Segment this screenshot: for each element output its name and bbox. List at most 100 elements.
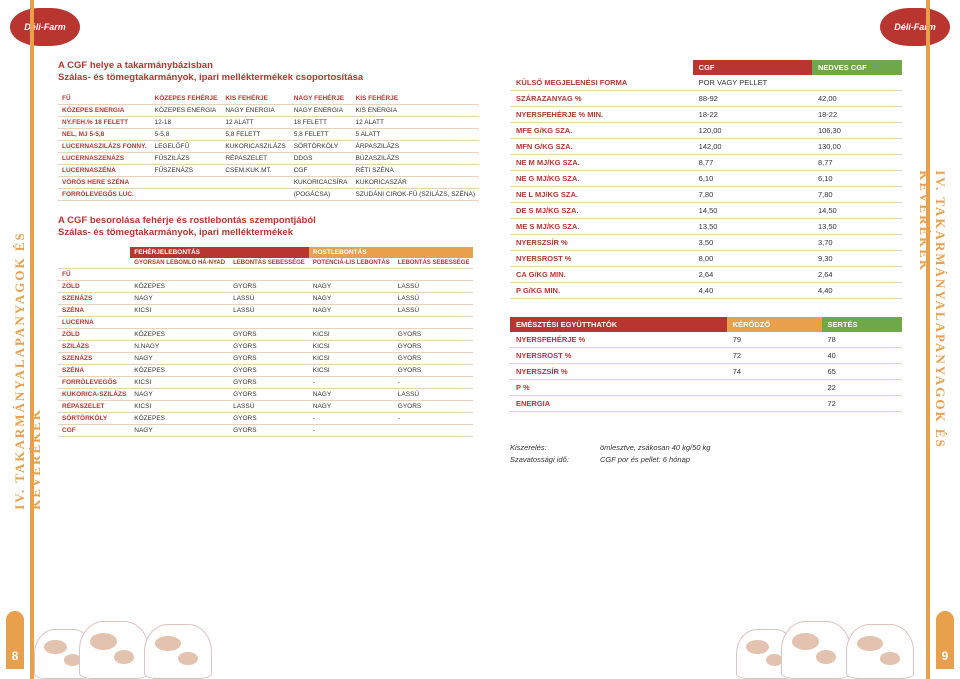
table-cell: P % [510, 380, 727, 396]
table-row: CGFNAGYGYORS- [58, 425, 473, 437]
table-cell: 14,50 [812, 203, 902, 219]
table-cell [394, 425, 474, 437]
table-cell: 8,77 [812, 155, 902, 171]
table-cell: KUKORICA-SZILÁZS [58, 389, 130, 401]
digest-table: EMÉSZTÉSI EGYÜTTHATÓK KÉRŐDZŐ SERTÉS NYE… [510, 317, 902, 412]
table-cell: ENERGIA [510, 396, 727, 412]
table-cell: ÁRPASZILÁZS [352, 140, 480, 152]
table-row: KUKORICA-SZILÁZSNAGYGYORSNAGYLASSÚ [58, 389, 473, 401]
table-cell: VÖRÖS HERE SZÉNA [58, 176, 151, 188]
table-header: POTENCIÁ-LIS LEBONTÁS [309, 258, 394, 269]
table-cell: NAGY [309, 389, 394, 401]
table-row: NYERSROST %7240 [510, 348, 902, 364]
table-cell: NAGY ENERGIA [290, 104, 352, 116]
table-cell: 5-5,8 [151, 128, 222, 140]
table-row: DE S MJ/KG SZA.14,5014,50 [510, 203, 902, 219]
table-row: SÖRTÖRKÖLYKÖZEPESGYORS-- [58, 413, 473, 425]
table-row: FŰ [58, 269, 473, 281]
table-cell: NYERSZSÍR % [510, 235, 693, 251]
table-header: GYORSAN LEBOMLÓ HÁ-NYAD [130, 258, 229, 269]
col-pig: SERTÉS [822, 317, 903, 332]
table-cell: 14,50 [693, 203, 812, 219]
table-cell: LUCERNA [58, 317, 130, 329]
table-row: NYERSZSÍR %3,503,70 [510, 235, 902, 251]
table-cell: 142,00 [693, 139, 812, 155]
table-cell [130, 269, 229, 281]
table-row: LUCERNASZÉNAFŰSZENÁZSCSEM.KUK.MT.CGFRÉTI… [58, 164, 479, 176]
table-row: SZENÁZSNAGYLASSÚNAGYLASSÚ [58, 293, 473, 305]
table-row: FORRÓLEVEGŐS LUC.(POGÁCSA)SZUDÁNI CIROK-… [58, 188, 479, 200]
table-cell: KÖZEPES [130, 329, 229, 341]
table-cell: LASSÚ [229, 305, 309, 317]
col-cgf: CGF [693, 60, 812, 75]
brand-logo-left: Déli-Farm [10, 8, 80, 46]
table-cell: 13,50 [693, 219, 812, 235]
table-cell: 3,70 [812, 235, 902, 251]
table-cell: NY.FEH.% 18 FELETT [58, 116, 151, 128]
table-row: NE L MJ/KG SZA.7,807,80 [510, 187, 902, 203]
table-cell: GYORS [229, 365, 309, 377]
table-row: VÖRÖS HERE SZÉNAKUKORICACSÍRAKUKORICASZÁ… [58, 176, 479, 188]
table-cell: KÖZEPES [130, 413, 229, 425]
col-fiber: ROSTLEBONTÁS [309, 247, 474, 258]
page-spread: Déli-Farm IV. TAKARMÁNYALAPANYAGOK ÉS KE… [0, 0, 960, 679]
table-cell: LASSÚ [229, 293, 309, 305]
table-cell: NAGY ENERGIA [221, 104, 289, 116]
table-cell: GYORS [394, 341, 474, 353]
table-cell: KICSI [309, 329, 394, 341]
table-cell [727, 396, 822, 412]
table-cell [229, 317, 309, 329]
table-cell: SZÉNA [58, 305, 130, 317]
classification-table: FŰKÖZEPES FEHÉRJEKIS FEHÉRJENAGY FEHÉRJE… [58, 93, 479, 201]
table-cell: MFE G/KG SZA. [510, 123, 693, 139]
table-cell: NYERSFEHÉRJE % [510, 332, 727, 348]
table-cell: 6,10 [812, 171, 902, 187]
table-cell: 5,8 FELETT [221, 128, 289, 140]
table-row: NYERSFEHÉRJE % MIN.18-2218-22 [510, 107, 902, 123]
table-row: NYERSZSÍR %7465 [510, 364, 902, 380]
table-row: FORRÓLEVEGŐSKICSIGYORS-- [58, 377, 473, 389]
table-cell: LASSÚ [394, 305, 474, 317]
table-cell [309, 269, 394, 281]
table-cell: N.NAGY [130, 341, 229, 353]
col-coeff: EMÉSZTÉSI EGYÜTTHATÓK [510, 317, 727, 332]
table-row: KÖZEPES ENERGIAKÖZEPES ENERGIANAGY ENERG… [58, 104, 479, 116]
table-cell: LASSÚ [229, 401, 309, 413]
heading-1: A CGF helye a takarmánybázisban Szálas- … [58, 60, 450, 85]
table-row: NY.FEH.% 18 FELETT12-1812 ALATT18 FELETT… [58, 116, 479, 128]
page-right: Déli-Farm IV. TAKARMÁNYALAPANYAGOK ÉS KE… [480, 0, 960, 679]
table-row: NYERSFEHÉRJE %7978 [510, 332, 902, 348]
table-cell [221, 176, 289, 188]
table-cell: NAGY [309, 401, 394, 413]
table-cell: LASSÚ [394, 389, 474, 401]
table-cell: 40 [822, 348, 903, 364]
col-protein: FEHÉRJELEBONTÁS [130, 247, 308, 258]
table-cell: LUCERNASZENÁZS [58, 152, 151, 164]
table-cell: NE M MJ/KG SZA. [510, 155, 693, 171]
table-cell: NAGY [130, 293, 229, 305]
side-label-right: IV. TAKARMÁNYALAPANYAGOK ÉS KEVERÉKEK [916, 170, 948, 510]
table-cell: KICSI [309, 341, 394, 353]
table-cell: FŰSZENÁZS [151, 164, 222, 176]
table-cell: KICSI [309, 365, 394, 377]
table-cell [394, 269, 474, 281]
table-cell: KÖZEPES FEHÉRJE [151, 93, 222, 105]
table-row: SZILÁZSN.NAGYGYORSKICSIGYORS [58, 341, 473, 353]
table-cell: - [394, 413, 474, 425]
table-cell: 42,00 [812, 91, 902, 107]
brand-logo-right: Déli-Farm [880, 8, 950, 46]
table-row: ZÖLDKÖZEPESGYORSNAGYLASSÚ [58, 281, 473, 293]
table-row: ZÖLDKÖZEPESGYORSKICSIGYORS [58, 329, 473, 341]
table-cell: GYORS [229, 341, 309, 353]
table-row: SZÉNAKÖZEPESGYORSKICSIGYORS [58, 365, 473, 377]
table-cell: NAGY FEHÉRJE [290, 93, 352, 105]
table-cell: FORRÓLEVEGŐS LUC. [58, 188, 151, 200]
table-cell: SZENÁZS [58, 293, 130, 305]
table-cell: CSEM.KUK.MT. [221, 164, 289, 176]
table-cell: MFN G/KG SZA. [510, 139, 693, 155]
breakdown-table: FEHÉRJELEBONTÁS ROSTLEBONTÁS GYORSAN LEB… [58, 247, 473, 437]
table-cell: 2,64 [693, 267, 812, 283]
table-cell: 13,50 [812, 219, 902, 235]
table-cell: KIS FEHÉRJE [352, 93, 480, 105]
table-cell: FORRÓLEVEGŐS [58, 377, 130, 389]
